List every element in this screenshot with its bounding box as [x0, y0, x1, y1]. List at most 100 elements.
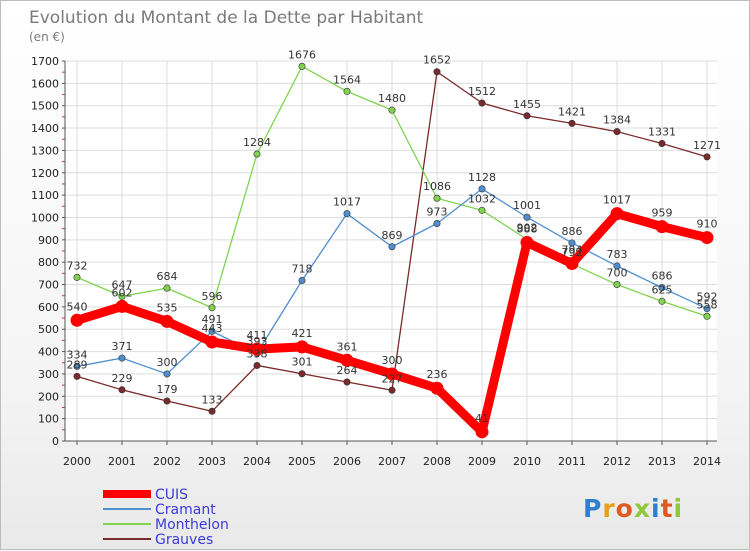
data-label: 1284 [243, 136, 271, 149]
data-point [703, 153, 711, 161]
data-point [343, 378, 351, 386]
data-point [388, 386, 396, 394]
data-label: 371 [112, 340, 133, 353]
data-point [523, 213, 531, 221]
data-label: 1128 [468, 171, 496, 184]
y-tick-label: 400 [38, 346, 59, 359]
data-point [703, 305, 711, 313]
y-tick-label: 600 [38, 301, 59, 314]
data-label: 334 [67, 348, 88, 361]
y-tick-label: 1400 [31, 122, 59, 135]
data-point [250, 342, 264, 356]
data-label: 558 [697, 298, 718, 311]
data-point [298, 370, 306, 378]
data-label: 301 [292, 356, 313, 369]
data-point [703, 312, 711, 320]
x-tick-label: 2006 [333, 455, 361, 468]
data-point [613, 262, 621, 270]
data-point [700, 231, 714, 245]
data-label: 411 [247, 329, 268, 342]
data-label: 625 [652, 283, 673, 296]
y-tick-label: 900 [38, 234, 59, 247]
data-label: 535 [157, 301, 178, 314]
data-label: 229 [112, 372, 133, 385]
data-label: 686 [652, 270, 673, 283]
data-point [613, 281, 621, 289]
x-tick-label: 2014 [693, 455, 721, 468]
data-label: 684 [157, 270, 178, 283]
data-point [205, 335, 219, 349]
data-point [70, 313, 84, 327]
data-label: 592 [697, 291, 718, 304]
data-point [118, 386, 126, 394]
data-labels: 540 602 535 443 411 421 361 300 236 41 888 794 1017 9… [67, 48, 722, 424]
logo-letter: o [616, 494, 634, 523]
logo-letter: x [634, 494, 651, 523]
data-point [568, 119, 576, 127]
data-label: 1676 [288, 48, 316, 61]
data-point [73, 273, 81, 281]
data-point [658, 297, 666, 305]
data-point [115, 299, 129, 313]
data-label: 236 [427, 368, 448, 381]
data-label: 1564 [333, 73, 361, 86]
data-label: 794 [562, 244, 583, 257]
data-point [658, 284, 666, 292]
data-label: 41 [475, 412, 489, 425]
data-point [295, 340, 309, 354]
x-tick-label: 2012 [603, 455, 631, 468]
data-point [478, 206, 486, 214]
data-label: 289 [67, 358, 88, 371]
data-label: 783 [607, 248, 628, 261]
data-label: 959 [652, 207, 673, 220]
data-point [73, 372, 81, 380]
data-label: 1086 [423, 180, 451, 193]
data-label: 227 [382, 372, 403, 385]
y-tick-label: 1500 [31, 100, 59, 113]
data-label: 443 [202, 322, 223, 335]
y-tick-label: 0 [52, 435, 59, 448]
data-label: 421 [292, 327, 313, 340]
data-label: 264 [337, 364, 358, 377]
data-label: 300 [157, 356, 178, 369]
data-point [343, 87, 351, 95]
data-label: 338 [247, 347, 268, 360]
data-point [298, 62, 306, 70]
y-tick-label: 300 [38, 368, 59, 381]
legend-label-cuis: CUIS [155, 487, 188, 503]
data-point [163, 397, 171, 405]
data-point [478, 185, 486, 193]
y-tick-label: 1000 [31, 211, 59, 224]
data-point [253, 361, 261, 369]
y-tick-label: 1600 [31, 77, 59, 90]
y-tick-label: 1100 [31, 189, 59, 202]
data-point [388, 243, 396, 251]
data-label: 133 [202, 393, 223, 406]
data-point [658, 139, 666, 147]
data-label: 732 [67, 259, 88, 272]
data-label: 1652 [423, 54, 451, 67]
data-point [298, 277, 306, 285]
data-point [478, 99, 486, 107]
data-label: 1032 [468, 192, 496, 205]
data-point [118, 292, 126, 300]
data-label: 910 [697, 218, 718, 231]
data-label: 869 [382, 229, 403, 242]
data-label: 647 [112, 278, 133, 291]
data-point [160, 314, 174, 328]
data-label: 1017 [333, 196, 361, 209]
data-label: 792 [562, 246, 583, 259]
x-tick-label: 2001 [108, 455, 136, 468]
axes: 0 100 200 300 400 500 600 700 800 900 1000 1100 1200… [31, 55, 721, 468]
data-label: 596 [202, 290, 223, 303]
x-tick-label: 2003 [198, 455, 226, 468]
data-point [433, 220, 441, 228]
data-point [433, 68, 441, 76]
data-label: 491 [202, 313, 223, 326]
y-tick-label: 200 [38, 390, 59, 403]
data-point [385, 367, 399, 381]
y-tick-label: 800 [38, 256, 59, 269]
data-point [163, 370, 171, 378]
